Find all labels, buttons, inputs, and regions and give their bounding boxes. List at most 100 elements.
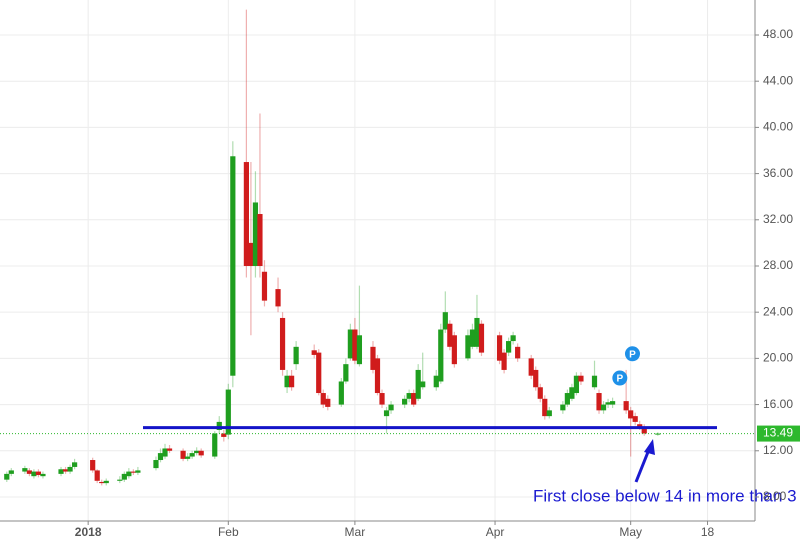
candle-body — [189, 453, 195, 457]
candle-body — [573, 375, 580, 394]
y-tick-label: 32.00 — [763, 212, 793, 226]
candle-body — [194, 450, 200, 454]
candle-body — [289, 375, 295, 388]
candle-body — [474, 317, 480, 347]
candle-body — [415, 369, 421, 399]
candle-body — [325, 398, 331, 407]
candle-body — [71, 462, 78, 467]
candle-body — [185, 456, 191, 459]
marker — [624, 346, 640, 362]
candle-body — [230, 156, 236, 376]
annotation: First close below 14 in more than 3 mont… — [533, 486, 800, 505]
y-tick-label: 20.00 — [763, 351, 793, 365]
candle-body — [62, 469, 69, 472]
y-tick-label: 16.00 — [763, 397, 793, 411]
candle-body — [596, 393, 602, 411]
candle-body — [569, 387, 575, 399]
y-tick-label: 12.00 — [763, 443, 793, 457]
candle-body — [623, 401, 629, 411]
candle-body — [600, 404, 607, 411]
candle-body — [99, 481, 105, 484]
candle-body — [637, 424, 643, 428]
candle-body — [90, 460, 96, 471]
candle-body — [67, 466, 73, 472]
candle-body — [117, 479, 123, 481]
candle-body — [343, 364, 349, 382]
last-price-box — [757, 425, 800, 442]
candle-body — [8, 470, 14, 474]
y-tick-label: 40.00 — [763, 120, 793, 134]
candle-body — [374, 358, 381, 394]
candle-body — [338, 381, 344, 405]
x-tick-label: Mar — [345, 525, 366, 539]
candle-body — [284, 375, 290, 388]
candle-body — [162, 448, 168, 457]
candle-body — [316, 352, 322, 394]
candle-body — [180, 450, 186, 459]
candle-body — [248, 242, 254, 266]
y-tick-label: 36.00 — [763, 166, 793, 180]
y-tick-label: 24.00 — [763, 304, 793, 318]
x-tick-label: May — [619, 525, 642, 539]
candle-body — [628, 410, 634, 419]
candle-body — [406, 393, 412, 399]
candle-body — [442, 312, 448, 330]
candle-body — [352, 329, 358, 361]
candle-body — [655, 433, 661, 435]
x-tick-label: Feb — [218, 525, 239, 539]
y-tick-label: 48.00 — [763, 27, 793, 41]
candle-body — [4, 473, 10, 480]
candle-body — [641, 427, 647, 434]
grid — [0, 0, 755, 521]
candle-body — [447, 323, 453, 347]
candle-body — [216, 421, 222, 430]
candle-body — [40, 473, 46, 477]
candle-body — [510, 335, 516, 342]
candle-body — [261, 271, 268, 301]
last-price-label: 13.49 — [763, 426, 793, 440]
candle-body — [157, 453, 164, 461]
candle-body — [537, 387, 543, 399]
candle-body — [388, 404, 394, 411]
candle-body — [501, 352, 507, 370]
y-tick-label: 44.00 — [763, 73, 793, 87]
candle-body — [496, 335, 503, 361]
candle-body — [370, 346, 376, 370]
candle-body — [578, 375, 584, 382]
x-tick-label: Apr — [486, 525, 505, 539]
candle-body — [469, 329, 476, 347]
candle-body — [243, 162, 249, 266]
candle-body — [560, 404, 566, 411]
candle-body — [320, 393, 326, 405]
candle-body — [35, 471, 42, 476]
candle-body — [279, 317, 286, 370]
candle-body — [126, 471, 132, 477]
marker-label: P — [629, 349, 636, 360]
candle-body — [293, 346, 299, 365]
candle-body — [130, 471, 136, 473]
candle-body — [22, 468, 28, 472]
candles — [4, 9, 661, 486]
marker-label: P — [616, 374, 623, 385]
candle-body — [451, 335, 457, 365]
candle-body — [26, 470, 32, 474]
candle-body — [252, 202, 259, 266]
candle-body — [58, 469, 64, 474]
candle-body — [605, 402, 611, 405]
candle-body — [221, 433, 227, 437]
y-tick-label: 28.00 — [763, 258, 793, 272]
candle-body — [591, 375, 598, 388]
candle-body — [515, 346, 521, 359]
candle-body — [383, 410, 390, 417]
candle-body — [411, 393, 417, 405]
candle-body — [632, 416, 638, 422]
candle-body — [356, 335, 363, 365]
candle-body — [528, 358, 534, 376]
candle-body — [212, 433, 218, 457]
candle-body — [542, 398, 548, 417]
candle-body — [402, 398, 408, 405]
candle-body — [420, 381, 426, 388]
candle-body — [609, 401, 616, 405]
candle-body — [379, 393, 385, 405]
